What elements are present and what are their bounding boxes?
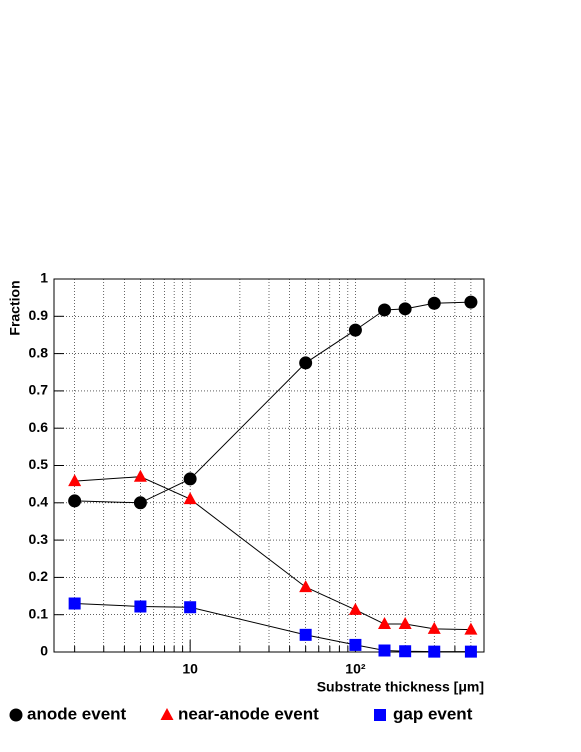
y-tick-label: 0.8 <box>29 344 49 360</box>
y-tick-label: 1 <box>40 270 48 286</box>
marker <box>427 621 441 634</box>
legend-text: anode event <box>27 704 127 723</box>
marker <box>378 617 392 630</box>
marker <box>299 580 313 593</box>
marker <box>348 323 362 337</box>
y-tick-label: 0.1 <box>29 605 49 621</box>
x-axis-label: Substrate thickness [μm] <box>317 679 484 695</box>
marker <box>378 644 391 657</box>
marker <box>464 645 477 658</box>
marker <box>399 645 412 658</box>
marker <box>183 492 197 505</box>
legend-marker <box>374 709 386 721</box>
y-tick-label: 0.6 <box>29 419 49 435</box>
marker <box>134 600 147 613</box>
marker <box>299 356 313 370</box>
y-tick-label: 0 <box>40 643 48 659</box>
y-tick-label: 0.2 <box>29 568 49 584</box>
marker <box>68 474 82 487</box>
y-axis-label: Fraction <box>7 280 23 335</box>
marker <box>349 638 362 651</box>
x-tick-label: 10² <box>345 661 366 677</box>
x-tick-label: 10 <box>182 661 198 677</box>
marker <box>464 622 478 635</box>
marker <box>464 295 478 309</box>
marker <box>184 601 197 614</box>
legend-marker <box>9 708 23 722</box>
y-tick-label: 0.3 <box>29 531 49 547</box>
marker <box>348 602 362 615</box>
series-line <box>74 603 471 653</box>
marker <box>133 469 147 482</box>
y-tick-label: 0.9 <box>29 307 49 323</box>
legend-marker <box>160 708 174 720</box>
marker <box>378 303 392 317</box>
marker <box>299 628 312 641</box>
marker <box>428 645 441 658</box>
marker <box>133 496 147 510</box>
legend-text: near-anode event <box>178 704 319 723</box>
series-line <box>74 301 471 504</box>
marker <box>68 597 81 610</box>
marker <box>183 472 197 486</box>
marker <box>427 296 441 310</box>
y-tick-label: 0.4 <box>29 494 49 510</box>
marker <box>398 302 412 316</box>
y-tick-label: 0.5 <box>29 456 49 472</box>
marker <box>68 494 82 508</box>
legend-text: gap event <box>393 704 473 723</box>
marker <box>398 617 412 630</box>
y-tick-label: 0.7 <box>29 382 49 398</box>
